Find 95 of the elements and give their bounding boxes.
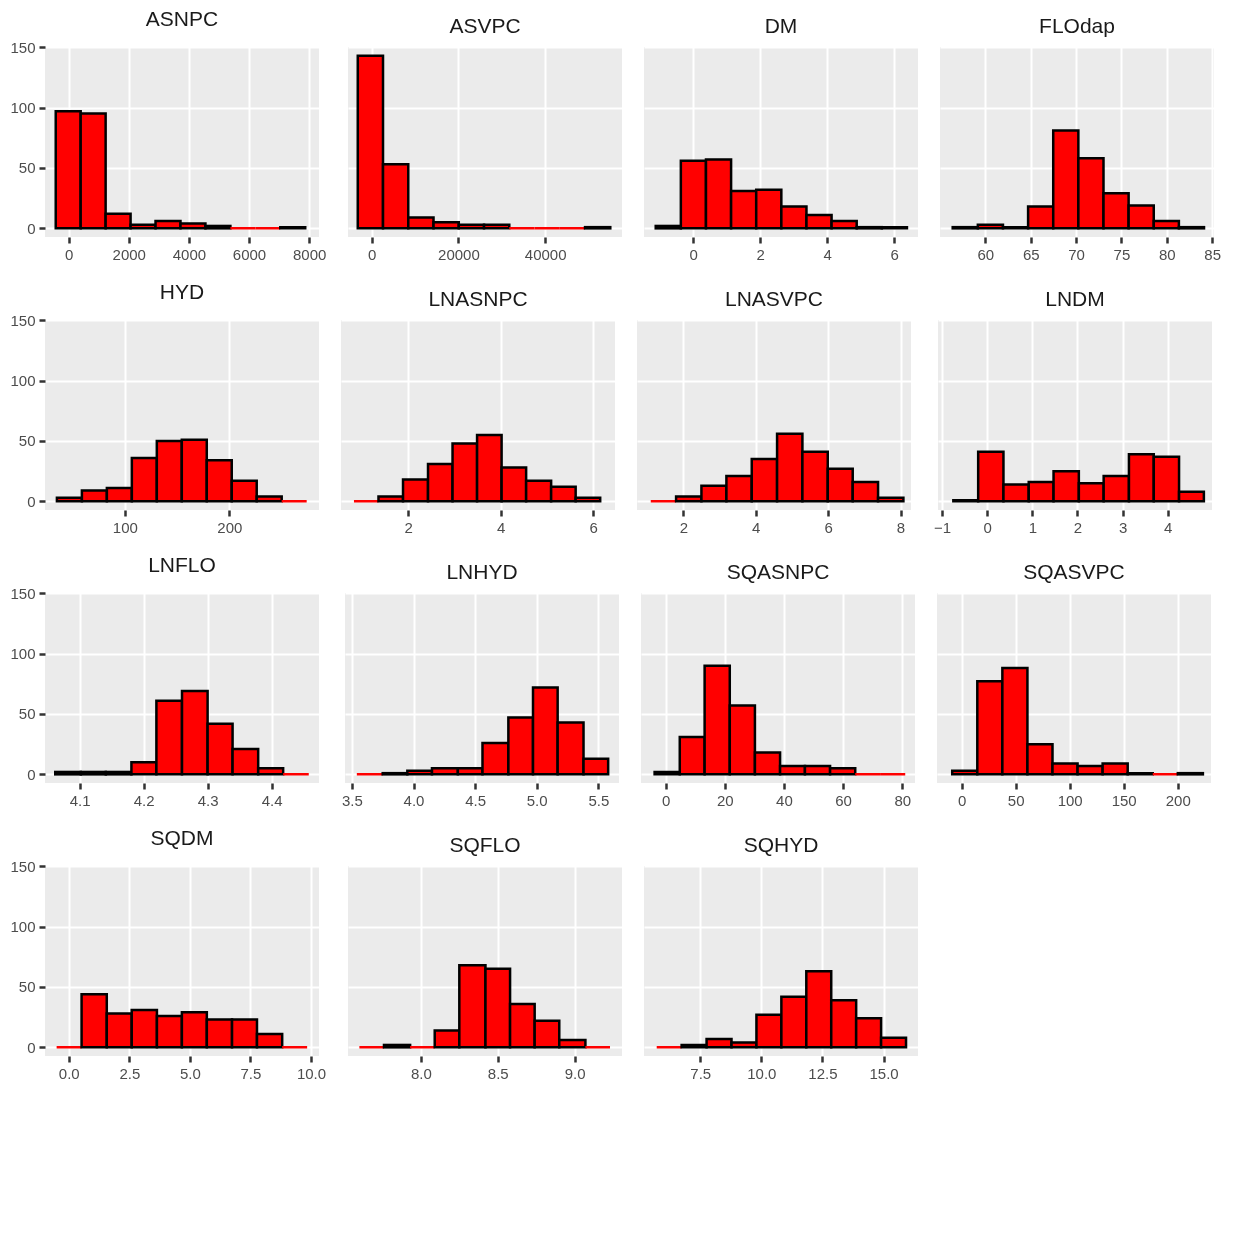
chart-title: SQDM (150, 826, 214, 850)
x-tick-label: 4000 (172, 245, 207, 263)
x-tick-label: 200 (217, 518, 243, 536)
x-tick-label: 6 (589, 518, 598, 536)
chart-title: LNASVPC (724, 287, 824, 310)
y-tick-label: 0 (27, 492, 36, 510)
y-tick-label: 100 (10, 372, 36, 390)
x-tick-label: 40000 (524, 245, 567, 263)
chart-title: HYD (159, 280, 205, 304)
y-tick-label: 100 (10, 99, 36, 117)
x-tick-label: 5.0 (526, 791, 548, 809)
x-tick-label: 4 (823, 245, 832, 263)
x-tick-label: 8 (896, 518, 906, 536)
chart-title: LNDM (1045, 287, 1105, 310)
x-tick-label: 80 (1158, 245, 1176, 263)
x-tick-label: 1 (1028, 518, 1038, 536)
y-tick-label: 50 (18, 978, 36, 996)
x-tick-label: 0 (983, 518, 992, 536)
x-tick-label: 70 (1068, 245, 1085, 263)
x-tick-label: 5.0 (179, 1064, 201, 1082)
x-tick-label: 10.0 (747, 1064, 777, 1082)
x-tick-label: 2 (756, 245, 765, 263)
y-tick-label: 150 (10, 584, 36, 602)
x-tick-label: 6000 (232, 245, 267, 263)
chart-title: DM (764, 14, 798, 37)
x-tick-label: 6 (824, 518, 833, 536)
y-tick-label: 50 (18, 159, 36, 177)
x-tick-label: 85 (1204, 245, 1222, 263)
chart-title: SQASVPC (1023, 560, 1125, 583)
x-tick-label: 0 (689, 245, 698, 263)
x-tick-label: 4 (497, 518, 506, 536)
x-tick-label: 4.2 (133, 791, 155, 809)
y-tick-label: 0 (27, 1038, 36, 1056)
chart-title: SQFLO (449, 833, 521, 856)
x-tick-label: 8.0 (410, 1064, 432, 1082)
x-tick-label: 8000 (292, 245, 327, 263)
chart-title: LNASNPC (428, 287, 528, 310)
x-tick-label: 4.5 (465, 791, 487, 809)
x-tick-label: 2 (404, 518, 413, 536)
x-tick-label: 0 (661, 791, 671, 809)
chart-title: FLOdap (1039, 14, 1115, 37)
x-tick-label: 6 (890, 245, 899, 263)
x-tick-label: 7.5 (240, 1064, 262, 1082)
y-tick-label: 50 (18, 705, 36, 723)
chart-title: ASVPC (449, 14, 521, 37)
x-tick-label: 80 (894, 791, 912, 809)
x-tick-label: 4.0 (403, 791, 425, 809)
y-tick-label: 0 (27, 219, 36, 237)
x-tick-label: 150 (1111, 791, 1137, 809)
chart-title: ASNPC (145, 7, 219, 31)
x-tick-label: 40 (776, 791, 793, 809)
x-tick-label: 2 (679, 518, 688, 536)
x-tick-label: 50 (1007, 791, 1025, 809)
x-tick-label: 2.5 (119, 1064, 141, 1082)
x-tick-label: 4 (752, 518, 761, 536)
y-tick-label: 150 (10, 38, 36, 56)
x-tick-label: 3.5 (341, 791, 363, 809)
x-tick-label: 65 (1022, 245, 1040, 263)
x-tick-label: 4 (1164, 518, 1173, 536)
x-tick-label: 4.3 (197, 791, 219, 809)
x-tick-label: 4.1 (69, 791, 91, 809)
chart-title: SQASNPC (726, 560, 830, 583)
x-tick-label: −1 (934, 518, 952, 536)
x-tick-label: 200 (1165, 791, 1191, 809)
y-tick-label: 0 (27, 765, 36, 783)
x-tick-label: 9.0 (564, 1064, 586, 1082)
x-tick-label: 7.5 (690, 1064, 712, 1082)
x-tick-label: 2 (1073, 518, 1083, 536)
x-tick-label: 75 (1113, 245, 1131, 263)
chart-title: LNFLO (148, 553, 216, 577)
x-tick-label: 2000 (112, 245, 146, 263)
x-tick-label: 100 (1057, 791, 1083, 809)
y-tick-label: 50 (18, 432, 36, 450)
x-tick-label: 4.4 (261, 791, 283, 809)
chart-title: SQHYD (743, 833, 819, 856)
x-tick-label: 3 (1118, 518, 1128, 536)
y-tick-label: 150 (10, 311, 36, 329)
y-tick-label: 100 (10, 918, 36, 936)
x-tick-label: 20 (716, 791, 734, 809)
x-tick-label: 0 (64, 245, 74, 263)
y-tick-label: 150 (10, 857, 36, 875)
x-tick-label: 0 (957, 791, 967, 809)
x-tick-label: 5.5 (588, 791, 610, 809)
x-tick-label: 0.0 (58, 1064, 80, 1082)
x-tick-label: 15.0 (869, 1064, 899, 1082)
x-tick-label: 0 (367, 245, 377, 263)
chart-title: LNHYD (446, 560, 518, 583)
x-tick-label: 60 (977, 245, 995, 263)
x-tick-label: 20000 (438, 245, 480, 263)
y-tick-label: 100 (10, 645, 36, 663)
x-tick-label: 8.5 (487, 1064, 509, 1082)
x-tick-label: 100 (112, 518, 138, 536)
x-tick-label: 60 (835, 791, 852, 809)
x-tick-label: 10.0 (296, 1064, 327, 1082)
x-tick-label: 12.5 (808, 1064, 838, 1082)
